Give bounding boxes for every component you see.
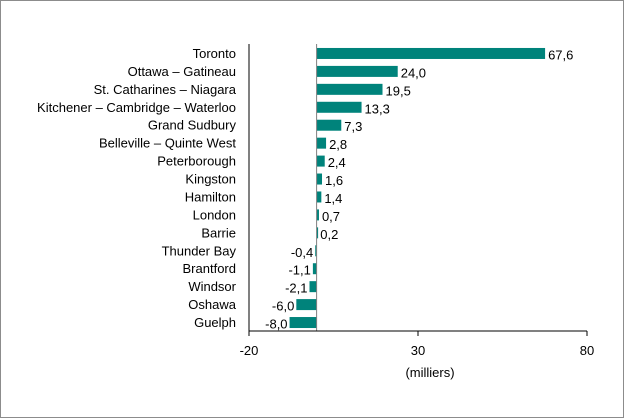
data-label: 24,0 <box>401 65 426 80</box>
data-label: 0,2 <box>320 227 338 242</box>
x-axis-title: (milliers) <box>405 365 454 380</box>
bar <box>316 227 319 239</box>
data-label: 0,7 <box>322 209 340 224</box>
data-label: -8,0 <box>265 317 287 332</box>
category-label: Oshawa <box>188 297 236 312</box>
category-label: Windsor <box>188 279 236 294</box>
category-label: St. Catharines – Niagara <box>94 82 237 97</box>
category-label: London <box>193 207 236 222</box>
bar <box>316 137 327 149</box>
category-labels: Toronto Ottawa – Gatineau St. Catharines –… <box>37 46 237 330</box>
x-ticks: -20 30 80 <box>240 331 594 358</box>
data-label: 7,3 <box>344 119 362 134</box>
data-label: 2,4 <box>328 155 346 170</box>
bar <box>316 101 362 113</box>
x-tick-label: -20 <box>240 343 259 358</box>
bars-group <box>289 47 546 329</box>
data-label: -1,1 <box>288 263 310 278</box>
data-label: 1,4 <box>324 191 342 206</box>
bar <box>316 155 325 167</box>
data-label: -6,0 <box>272 299 294 314</box>
category-label: Grand Sudbury <box>148 118 237 133</box>
category-label: Toronto <box>193 46 236 61</box>
category-label: Kingston <box>185 172 236 187</box>
data-label: 2,8 <box>329 137 347 152</box>
x-tick-label: 30 <box>411 343 425 358</box>
x-tick-label: 80 <box>580 343 594 358</box>
category-label: Hamilton <box>185 189 236 204</box>
bar <box>316 209 319 221</box>
bar <box>316 47 546 59</box>
bar <box>316 173 323 185</box>
category-label: Guelph <box>194 315 236 330</box>
category-label: Thunder Bay <box>162 243 237 258</box>
category-label: Belleville – Quinte West <box>99 136 236 151</box>
data-label: 1,6 <box>325 173 343 188</box>
bar <box>309 281 317 293</box>
data-label: 67,6 <box>548 47 573 62</box>
data-label: 19,5 <box>386 83 411 98</box>
category-label: Brantford <box>183 261 236 276</box>
bar <box>316 65 398 77</box>
bar <box>316 83 383 95</box>
category-label: Barrie <box>201 225 236 240</box>
bar <box>316 191 322 203</box>
value-labels: 67,6 24,0 19,5 13,37,3 2,8 2,4 1,6 1,4 0,7 0,2 -0,… <box>265 47 573 331</box>
bar <box>289 317 317 329</box>
bar <box>316 119 342 131</box>
category-label: Peterborough <box>157 154 236 169</box>
category-label: Ottawa – Gatineau <box>128 64 236 79</box>
bar <box>315 245 317 257</box>
data-label: -0,4 <box>291 245 313 260</box>
bar <box>312 263 317 275</box>
bar <box>296 299 317 311</box>
category-label: Kitchener – Cambridge – Waterloo <box>37 100 236 115</box>
data-label: 13,3 <box>365 101 390 116</box>
data-label: -2,1 <box>285 281 307 296</box>
